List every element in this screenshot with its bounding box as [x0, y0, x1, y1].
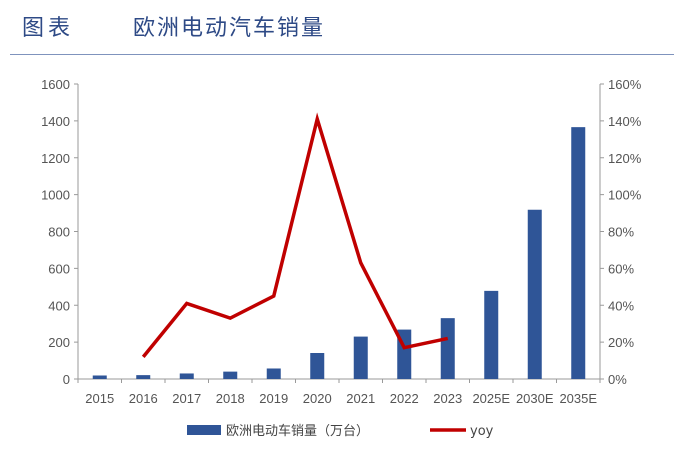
left-tick-label: 1200 — [41, 151, 70, 166]
bar — [440, 318, 455, 379]
x-tick-label: 2019 — [259, 391, 288, 406]
left-tick-label: 1000 — [41, 188, 70, 203]
x-tick-label: 2020 — [303, 391, 332, 406]
legend-line-label: yoy — [470, 424, 494, 439]
bar — [266, 368, 281, 379]
right-tick-label: 120% — [608, 151, 642, 166]
left-tick-label: 800 — [48, 225, 70, 240]
chart-axes: 0 200 400 600 800 1000 1200 1400 1600 0% 20% 40% 60%… — [41, 77, 642, 406]
bar — [353, 336, 368, 379]
figure-label: 图表 — [22, 16, 75, 41]
bar — [484, 290, 499, 379]
bar — [92, 375, 107, 379]
legend-bar-label: 欧洲电动车销量（万台） — [226, 423, 369, 439]
x-tick-label: 2025E — [472, 391, 510, 406]
x-tick-label: 2018 — [216, 391, 245, 406]
yoy-line-series — [141, 112, 449, 358]
left-tick-label: 200 — [48, 335, 70, 350]
header-divider — [10, 54, 674, 55]
left-tick-label: 400 — [48, 298, 70, 313]
bar — [179, 373, 194, 379]
bar — [571, 127, 586, 379]
figure-header: 图表 欧洲电动汽车销量 — [0, 0, 678, 56]
right-tick-label: 40% — [608, 298, 634, 313]
chart-title: 欧洲电动汽车销量 — [133, 16, 326, 41]
left-tick-label: 600 — [48, 261, 70, 276]
left-tick-label: 1400 — [41, 114, 70, 129]
x-tick-label: 2021 — [346, 391, 375, 406]
x-tick-label: 2035E — [559, 391, 597, 406]
bar-series — [92, 127, 586, 379]
left-tick-label: 1600 — [41, 77, 70, 92]
x-tick-label: 2016 — [129, 391, 158, 406]
x-tick-label: 2023 — [433, 391, 462, 406]
right-tick-label: 0% — [608, 372, 627, 387]
yoy-line — [141, 112, 449, 358]
x-tick-label: 2022 — [390, 391, 419, 406]
legend-bar-swatch — [187, 425, 221, 435]
chart-legend: 欧洲电动车销量（万台） yoy — [187, 423, 494, 439]
x-tick-label: 2030E — [516, 391, 554, 406]
bar — [310, 353, 325, 379]
bar — [527, 209, 542, 379]
right-tick-label: 100% — [608, 188, 642, 203]
bar — [136, 375, 151, 379]
x-tick-label: 2017 — [172, 391, 201, 406]
x-tick-label: 2015 — [85, 391, 114, 406]
right-tick-label: 60% — [608, 261, 634, 276]
bar — [223, 371, 238, 379]
right-tick-label: 140% — [608, 114, 642, 129]
right-tick-label: 80% — [608, 225, 634, 240]
right-tick-label: 160% — [608, 77, 642, 92]
right-tick-label: 20% — [608, 335, 634, 350]
left-tick-label: 0 — [63, 372, 70, 387]
